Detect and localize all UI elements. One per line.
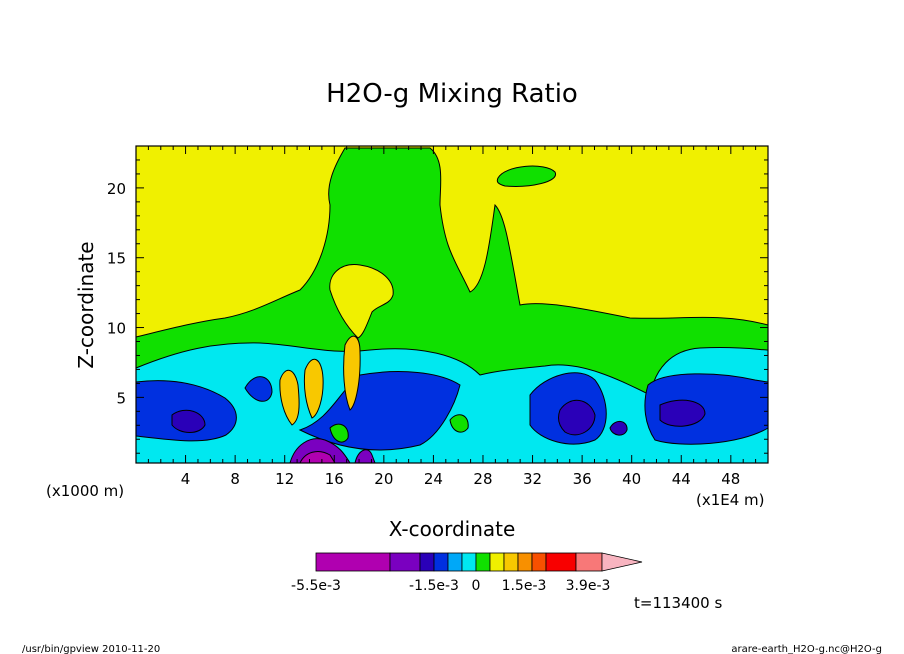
x-tick-label: 12 bbox=[275, 470, 294, 488]
colorbar-label: 0 bbox=[472, 578, 481, 594]
colorbar-arrow bbox=[601, 552, 643, 572]
x-tick-label: 32 bbox=[523, 470, 542, 488]
colorbar-swatch bbox=[389, 552, 421, 572]
x-tick-label: 28 bbox=[473, 470, 492, 488]
contour-green-patches bbox=[329, 414, 469, 443]
x-tick-label: 20 bbox=[374, 470, 393, 488]
x-tick-label: 36 bbox=[573, 470, 592, 488]
colorbar-swatch bbox=[461, 552, 477, 572]
y-tick-label: 15 bbox=[107, 250, 126, 268]
colorbar-labels: -5.5e-3 -1.5e-3 0 1.5e-3 3.9e-3 bbox=[291, 578, 610, 594]
colorbar bbox=[315, 552, 643, 572]
contour-blue-region bbox=[135, 371, 769, 451]
x-tick-label: 48 bbox=[721, 470, 740, 488]
colorbar-swatch bbox=[419, 552, 435, 572]
time-label: t=113400 s bbox=[634, 594, 722, 612]
colorbar-swatch bbox=[531, 552, 547, 572]
x-tick-label: 24 bbox=[424, 470, 443, 488]
x-scale-label: (x1E4 m) bbox=[696, 491, 765, 509]
colorbar-swatch bbox=[517, 552, 533, 572]
contour-navy-cores bbox=[171, 399, 706, 436]
x-tick-label: 16 bbox=[325, 470, 344, 488]
y-scale-label: (x1000 m) bbox=[46, 482, 124, 500]
colorbar-swatch bbox=[575, 552, 603, 572]
x-tick-label: 44 bbox=[672, 470, 691, 488]
plot-frame bbox=[135, 145, 769, 464]
colorbar-label: 1.5e-3 bbox=[502, 578, 547, 594]
contour-green-cloud bbox=[496, 165, 556, 187]
x-tick-label: 8 bbox=[230, 470, 240, 488]
x-axis: 4 8 12 16 20 24 28 32 36 40 44 48 bbox=[147, 146, 757, 488]
colorbar-swatch bbox=[489, 552, 505, 572]
colorbar-swatch bbox=[433, 552, 449, 572]
plot-area bbox=[135, 145, 769, 464]
x-tick-label: 4 bbox=[181, 470, 191, 488]
footer-right: arare-earth_H2O-g.nc@H2O-g bbox=[731, 644, 882, 654]
footer-left: /usr/bin/gpview 2010-11-20 bbox=[22, 644, 160, 654]
x-tick-label: 40 bbox=[622, 470, 641, 488]
colorbar-swatch bbox=[315, 552, 391, 572]
contour-yellow-island bbox=[329, 264, 394, 339]
y-axis-label: Z-coordinate bbox=[74, 241, 98, 368]
x-axis-label: X-coordinate bbox=[389, 517, 516, 541]
colorbar-label: -1.5e-3 bbox=[409, 578, 459, 594]
colorbar-swatch bbox=[447, 552, 463, 572]
colorbar-label: 3.9e-3 bbox=[566, 578, 611, 594]
colorbar-swatch bbox=[503, 552, 519, 572]
colorbar-label: -5.5e-3 bbox=[291, 578, 341, 594]
y-tick-label: 10 bbox=[107, 320, 126, 338]
colorbar-swatch bbox=[545, 552, 577, 572]
y-axis: 5 10 15 20 bbox=[107, 159, 768, 454]
chart-title: H2O-g Mixing Ratio bbox=[326, 79, 578, 109]
y-tick-label: 5 bbox=[116, 389, 126, 407]
colorbar-swatch bbox=[475, 552, 491, 572]
y-tick-label: 20 bbox=[107, 180, 126, 198]
contour-orange-streaks bbox=[279, 335, 361, 426]
contour-magenta-base bbox=[299, 451, 336, 464]
